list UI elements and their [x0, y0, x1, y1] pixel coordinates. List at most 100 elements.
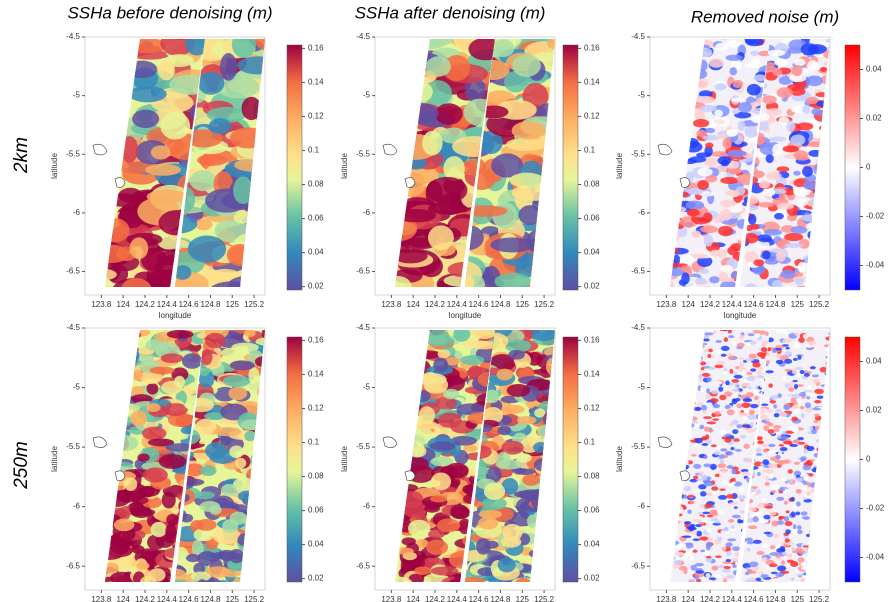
x-tick-label: 123.8: [381, 300, 402, 309]
texture: [801, 563, 807, 567]
texture: [766, 360, 770, 364]
texture: [809, 426, 813, 430]
texture: [770, 545, 776, 549]
texture: [770, 395, 778, 400]
texture: [710, 518, 718, 522]
texture: [805, 391, 810, 396]
texture: [785, 383, 790, 388]
texture: [707, 367, 715, 370]
texture: [701, 405, 707, 411]
texture: [151, 146, 171, 160]
texture: [228, 387, 247, 400]
y-tick-label: -5.5: [631, 149, 645, 158]
texture: [720, 177, 738, 184]
colorbar-tick-label: 0.08: [584, 472, 600, 481]
texture: [766, 370, 774, 373]
texture: [738, 487, 744, 492]
texture: [512, 121, 546, 139]
texture: [165, 524, 176, 540]
texture: [205, 333, 226, 348]
texture: [776, 354, 782, 358]
texture: [704, 157, 719, 166]
texture: [719, 209, 732, 221]
x-tick-label: 124.8: [490, 300, 511, 309]
texture: [786, 542, 795, 546]
y-tick-label: -4.5: [66, 32, 80, 41]
texture: [793, 358, 798, 361]
texture: [684, 486, 692, 491]
texture: [709, 577, 716, 580]
texture: [470, 324, 498, 339]
texture: [756, 334, 760, 338]
texture: [797, 437, 803, 440]
texture: [726, 559, 731, 562]
texture: [159, 454, 186, 469]
texture: [722, 470, 726, 473]
texture: [428, 202, 467, 214]
texture: [708, 349, 713, 353]
texture: [129, 86, 167, 102]
texture: [750, 422, 754, 427]
texture: [772, 144, 782, 156]
colorbar-tick-label: 0.16: [308, 336, 324, 345]
texture: [790, 134, 805, 145]
texture: [722, 480, 727, 485]
x-axis-label: longitude: [159, 311, 192, 320]
texture: [802, 105, 810, 114]
x-tick-label: 125.2: [534, 300, 555, 309]
texture: [142, 427, 166, 441]
texture: [703, 212, 713, 223]
texture: [740, 510, 745, 513]
x-tick-label: 124.4: [722, 300, 743, 309]
x-tick-label: 124.2: [135, 300, 156, 309]
texture: [767, 50, 786, 56]
x-tick-label: 124.4: [157, 300, 178, 309]
texture: [800, 511, 807, 515]
colorbar: [287, 337, 302, 582]
texture: [727, 246, 738, 255]
y-tick-label: -6: [363, 208, 371, 217]
texture: [825, 334, 829, 337]
texture: [795, 155, 809, 160]
texture: [768, 463, 778, 468]
texture: [430, 441, 455, 450]
texture: [795, 511, 800, 515]
texture: [763, 189, 775, 196]
texture: [501, 405, 524, 414]
texture: [124, 477, 137, 491]
texture: [688, 495, 694, 498]
texture: [780, 447, 788, 451]
texture: [747, 372, 753, 375]
texture: [769, 137, 786, 142]
texture: [787, 559, 794, 563]
texture: [695, 524, 702, 527]
texture: [777, 166, 790, 172]
x-tick-label: 124: [407, 300, 421, 309]
texture: [773, 404, 777, 409]
y-tick-label: -4.5: [631, 32, 645, 41]
texture: [693, 476, 698, 480]
texture: [703, 416, 712, 419]
texture: [160, 112, 190, 140]
texture: [766, 172, 781, 180]
texture: [800, 406, 805, 409]
texture: [692, 531, 697, 534]
texture: [749, 577, 755, 580]
texture: [695, 438, 703, 444]
texture: [419, 406, 436, 424]
texture: [760, 414, 767, 420]
texture: [738, 102, 752, 113]
texture: [742, 370, 746, 374]
colorbar-tick-label: 0.1: [584, 438, 596, 447]
texture: [785, 529, 791, 534]
texture: [769, 552, 779, 556]
texture: [743, 398, 752, 402]
texture: [460, 355, 484, 365]
texture: [745, 63, 763, 68]
texture: [703, 463, 711, 467]
texture: [158, 60, 175, 80]
y-tick-label: -5: [638, 383, 646, 392]
texture: [793, 409, 801, 414]
texture: [681, 265, 691, 272]
texture: [438, 413, 462, 428]
